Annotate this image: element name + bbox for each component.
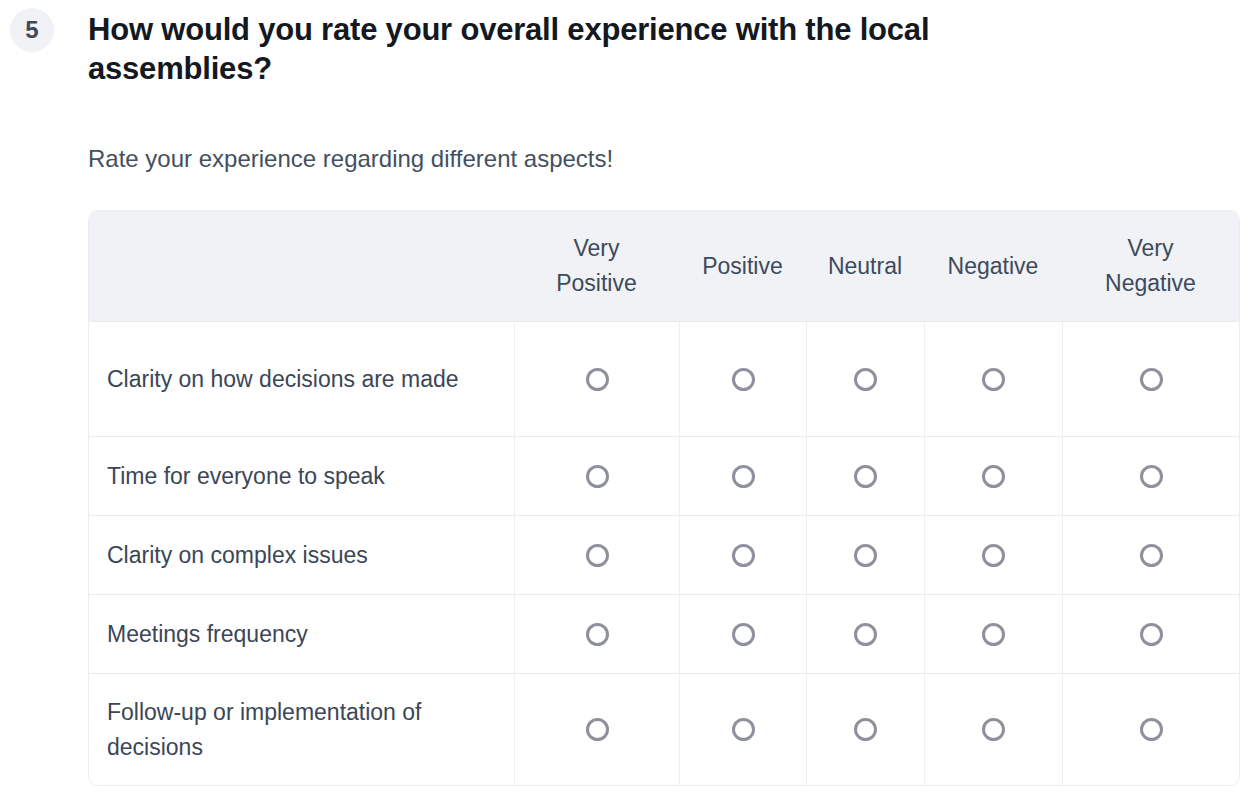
radio-row5-neutral[interactable]: [854, 718, 877, 741]
radio-cell: [924, 594, 1062, 673]
radio-row3-very-positive[interactable]: [586, 544, 609, 567]
row-label-meetings-frequency: Meetings frequency: [89, 594, 514, 673]
row-label-follow-up: Follow-up or implementation of decisions: [89, 673, 514, 785]
radio-row1-negative[interactable]: [982, 368, 1005, 391]
row-label-decisions-clarity: Clarity on how decisions are made: [89, 321, 514, 436]
radio-cell: [924, 321, 1062, 436]
column-header-positive: Positive: [679, 211, 806, 321]
column-header-very-positive: Very Positive: [514, 211, 679, 321]
question-header: 5 How would you rate your overall experi…: [0, 0, 1252, 88]
radio-row2-neutral[interactable]: [854, 465, 877, 488]
radio-cell: [679, 515, 806, 594]
radio-cell: [514, 673, 679, 785]
radio-row4-negative[interactable]: [982, 623, 1005, 646]
question-subtitle: Rate your experience regarding different…: [88, 145, 1252, 173]
radio-row5-very-positive[interactable]: [586, 718, 609, 741]
radio-row1-neutral[interactable]: [854, 368, 877, 391]
radio-cell: [806, 436, 924, 515]
radio-cell: [1062, 515, 1239, 594]
radio-row4-positive[interactable]: [732, 623, 755, 646]
radio-row3-neutral[interactable]: [854, 544, 877, 567]
radio-row2-very-negative[interactable]: [1140, 465, 1163, 488]
radio-row2-negative[interactable]: [982, 465, 1005, 488]
column-header-very-negative: Very Negative: [1062, 211, 1239, 321]
radio-row5-negative[interactable]: [982, 718, 1005, 741]
radio-row2-very-positive[interactable]: [586, 465, 609, 488]
radio-cell: [679, 594, 806, 673]
radio-cell: [514, 515, 679, 594]
radio-cell: [679, 321, 806, 436]
radio-cell: [1062, 594, 1239, 673]
matrix-corner-cell: [89, 211, 514, 321]
radio-cell: [679, 436, 806, 515]
radio-cell: [924, 515, 1062, 594]
radio-row5-positive[interactable]: [732, 718, 755, 741]
radio-row1-very-negative[interactable]: [1140, 368, 1163, 391]
radio-cell: [1062, 436, 1239, 515]
column-header-neutral: Neutral: [806, 211, 924, 321]
radio-cell: [806, 594, 924, 673]
question-title: How would you rate your overall experien…: [88, 10, 1093, 88]
radio-row2-positive[interactable]: [732, 465, 755, 488]
row-label-time-to-speak: Time for everyone to speak: [89, 436, 514, 515]
radio-cell: [924, 673, 1062, 785]
row-label-complex-issues: Clarity on complex issues: [89, 515, 514, 594]
radio-row1-very-positive[interactable]: [586, 368, 609, 391]
radio-row5-very-negative[interactable]: [1140, 718, 1163, 741]
radio-row4-very-positive[interactable]: [586, 623, 609, 646]
radio-row4-very-negative[interactable]: [1140, 623, 1163, 646]
radio-cell: [1062, 673, 1239, 785]
question-number-badge: 5: [10, 8, 54, 52]
column-header-negative: Negative: [924, 211, 1062, 321]
radio-cell: [514, 321, 679, 436]
radio-cell: [924, 436, 1062, 515]
radio-row1-positive[interactable]: [732, 368, 755, 391]
radio-cell: [679, 673, 806, 785]
radio-cell: [806, 673, 924, 785]
radio-cell: [806, 515, 924, 594]
radio-cell: [514, 436, 679, 515]
radio-row4-neutral[interactable]: [854, 623, 877, 646]
radio-row3-very-negative[interactable]: [1140, 544, 1163, 567]
radio-row3-positive[interactable]: [732, 544, 755, 567]
radio-cell: [1062, 321, 1239, 436]
rating-matrix-table: Very Positive Positive Neutral Negative …: [88, 210, 1240, 786]
radio-cell: [806, 321, 924, 436]
radio-row3-negative[interactable]: [982, 544, 1005, 567]
radio-cell: [514, 594, 679, 673]
survey-question: 5 How would you rate your overall experi…: [0, 0, 1252, 786]
